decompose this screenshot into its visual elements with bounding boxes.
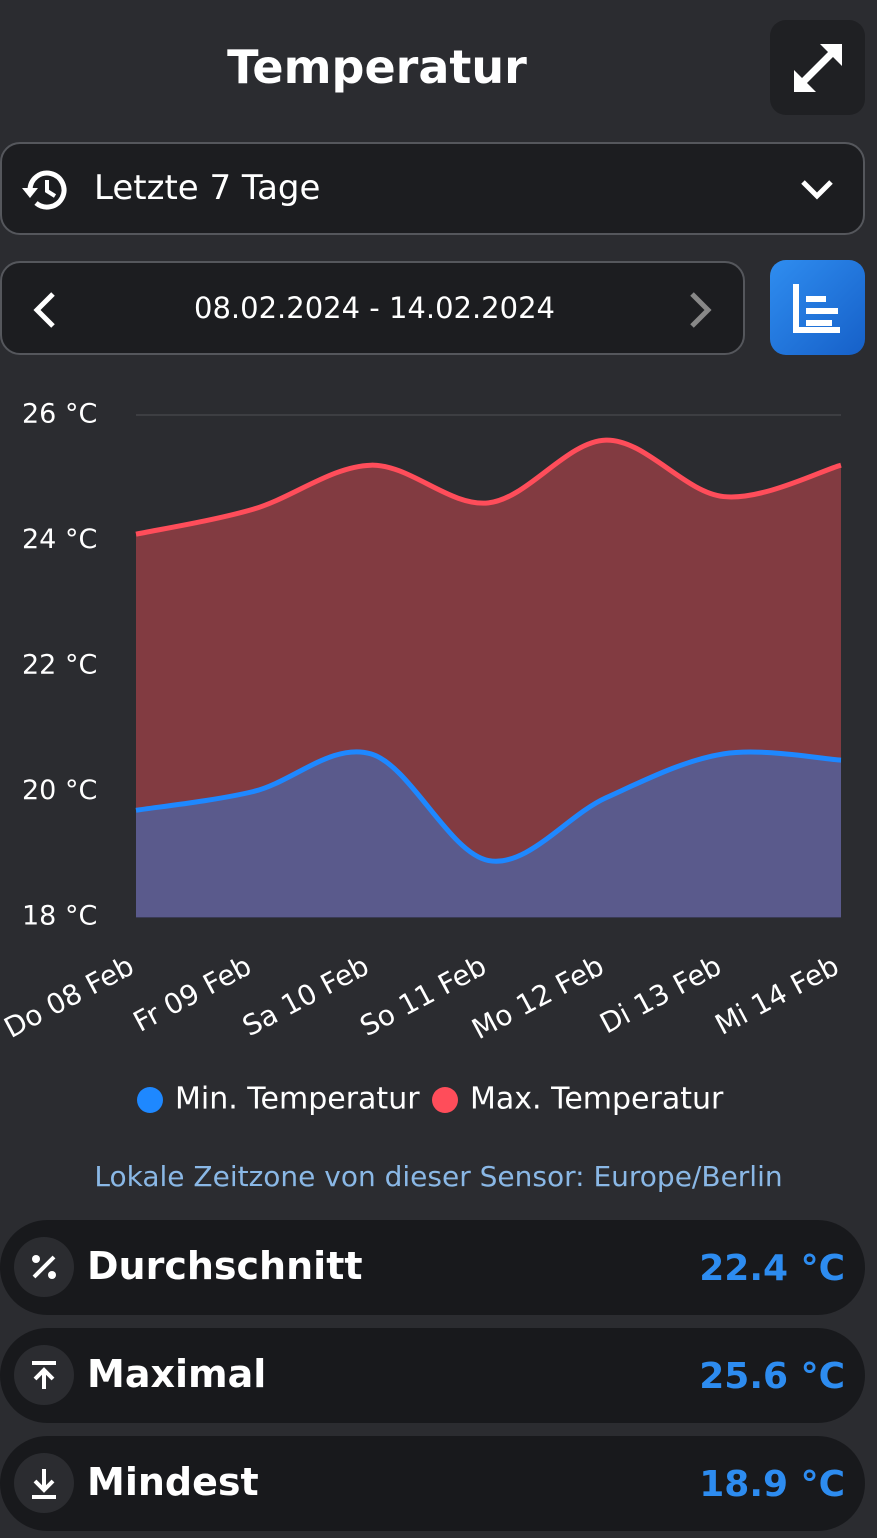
x-tick-label: So 11 Feb xyxy=(355,949,492,1043)
stat-icon xyxy=(14,1453,74,1513)
stat-label: Mindest xyxy=(87,1460,259,1504)
y-tick-label: 20 °C xyxy=(22,775,97,806)
x-tick-label: Mi 14 Feb xyxy=(710,949,845,1041)
stat-card: Mindest 18.9 °C xyxy=(0,1436,865,1531)
stat-icon xyxy=(14,1237,74,1297)
stat-card: Maximal 25.6 °C xyxy=(0,1328,865,1423)
area xyxy=(136,751,841,917)
legend-label: Max. Temperatur xyxy=(470,1082,724,1117)
stat-value: 18.9 °C xyxy=(699,1464,845,1505)
legend-label: Min. Temperatur xyxy=(175,1082,420,1117)
history-icon xyxy=(22,170,67,210)
timezone-note: Lokale Zeitzone von dieser Sensor: Europ… xyxy=(94,1160,783,1193)
x-tick-label: Sa 10 Feb xyxy=(237,949,374,1043)
legend-dot xyxy=(432,1087,458,1113)
y-tick-label: 26 °C xyxy=(22,399,97,430)
line xyxy=(135,437,842,537)
y-tick-label: 22 °C xyxy=(22,650,97,681)
expand-button[interactable] xyxy=(770,20,865,115)
y-tick-label: 18 °C xyxy=(22,901,97,932)
range-label: Letzte 7 Tage xyxy=(94,168,321,208)
x-tick-label: Mo 12 Feb xyxy=(466,949,609,1046)
stat-label: Maximal xyxy=(87,1352,267,1396)
y-tick-label: 24 °C xyxy=(22,524,97,555)
stat-label: Durchschnitt xyxy=(87,1244,363,1288)
chart-icon xyxy=(793,284,840,333)
next-button[interactable] xyxy=(682,288,718,332)
range-dropdown[interactable]: Letzte 7 Tage xyxy=(0,142,865,235)
stat-card: Durchschnitt 22.4 °C xyxy=(0,1220,865,1315)
date-range: 08.02.2024 - 14.02.2024 xyxy=(194,291,555,325)
stat-value: 22.4 °C xyxy=(699,1248,845,1289)
chevron-down xyxy=(801,180,833,200)
x-tick-label: Fr 09 Feb xyxy=(128,949,257,1039)
page-title: Temperatur xyxy=(227,40,527,94)
x-tick-label: Di 13 Feb xyxy=(594,949,726,1040)
x-tick-label: Do 08 Feb xyxy=(0,949,139,1045)
legend-dot xyxy=(137,1087,163,1113)
stat-value: 25.6 °C xyxy=(699,1356,845,1397)
prev-button[interactable] xyxy=(27,288,63,332)
line xyxy=(135,749,842,864)
date-navigator: 08.02.2024 - 14.02.2024 xyxy=(0,261,745,355)
chart-toggle[interactable] xyxy=(770,260,865,355)
stat-icon xyxy=(14,1345,74,1405)
expand-icon xyxy=(794,44,842,92)
